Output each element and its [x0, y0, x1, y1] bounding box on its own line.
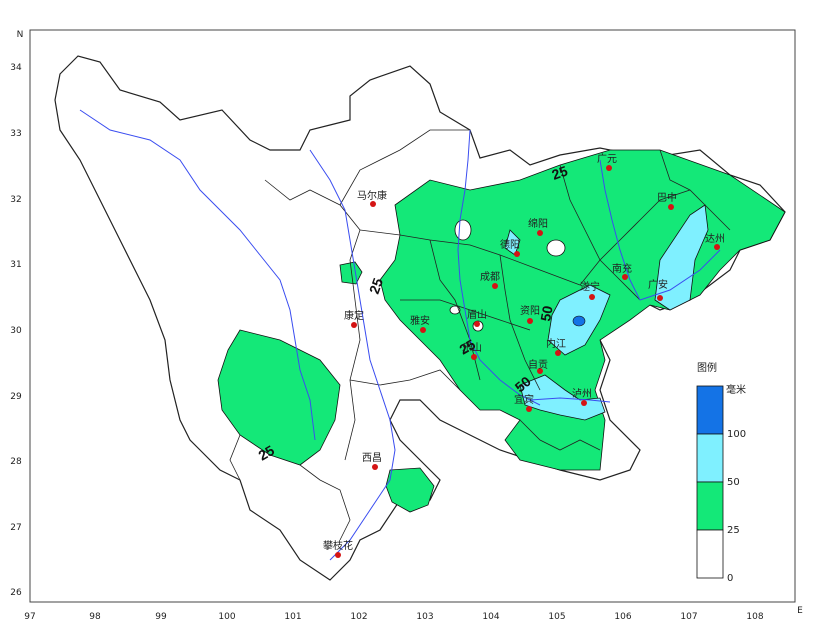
- contour-label-25: 25: [550, 162, 570, 182]
- legend-level: 0: [727, 573, 733, 584]
- city-marker: 成都: [480, 271, 500, 289]
- lat-tick-label: 29: [10, 392, 22, 402]
- legend-level: 25: [727, 525, 740, 536]
- legend-swatch-0: [696, 529, 724, 579]
- legend-swatch-25: [696, 481, 724, 531]
- city-label: 马尔康: [357, 189, 387, 202]
- lon-tick-label: 104: [482, 612, 499, 622]
- lon-tick-label: 97: [24, 612, 35, 622]
- legend-level: 100: [727, 429, 746, 440]
- city-label: 遂宁: [580, 280, 600, 293]
- city-marker: 自贡: [528, 358, 548, 374]
- lat-tick-label: 30: [10, 326, 22, 336]
- lat-tick-label: 33: [10, 129, 21, 139]
- lon-tick-label: 106: [614, 612, 631, 622]
- contour-label-25: 25: [366, 276, 386, 296]
- cities: 马尔康 康定 西昌 攀枝花 德阳 绵阳 成都 雅安 眉山 资阳 遂宁 南充 广安…: [323, 153, 725, 558]
- city-label: 广元: [597, 153, 617, 165]
- city-marker: 达州: [705, 233, 725, 250]
- city-label: 达州: [705, 233, 725, 245]
- city-marker: 绵阳: [528, 217, 548, 236]
- city-marker: 眉山: [467, 309, 487, 327]
- city-label: 西昌: [362, 452, 382, 464]
- contour-label-50: 50: [537, 304, 555, 322]
- city-marker: 遂宁: [580, 280, 600, 300]
- city-marker: 广元: [597, 153, 617, 171]
- city-marker: 巴中: [657, 191, 677, 210]
- contour-label-25: 25: [256, 442, 278, 464]
- north-label: N: [17, 30, 24, 40]
- city-label: 内江: [546, 337, 566, 350]
- rivers: [79, 109, 721, 561]
- lon-tick-label: 101: [284, 612, 301, 622]
- city-label: 巴中: [657, 191, 677, 204]
- city-label: 乐山: [462, 342, 482, 354]
- prefecture-borders: [229, 129, 731, 541]
- city-label: 资阳: [520, 305, 540, 317]
- lon-tick-label: 103: [416, 612, 433, 622]
- lon-tick-label: 99: [155, 612, 167, 622]
- lon-tick-label: 98: [89, 612, 101, 622]
- city-marker: 德阳: [500, 238, 520, 257]
- city-marker: 雅安: [410, 314, 430, 333]
- contour-label-25: 25: [457, 336, 479, 358]
- city-marker: 资阳: [520, 305, 540, 324]
- city-marker: 西昌: [362, 452, 382, 470]
- legend-title: 图例: [697, 361, 717, 374]
- legend-unit: 毫米: [726, 383, 746, 396]
- city-marker: 内江: [546, 337, 566, 356]
- y-axis-ticks: N 34 33 32 31 30 29 28 27 26: [10, 30, 23, 598]
- city-label: 绵阳: [528, 217, 548, 230]
- city-label: 南充: [612, 262, 632, 275]
- city-label: 自贡: [528, 358, 548, 371]
- rain-zone-100: [572, 315, 586, 327]
- lon-tick-label: 100: [218, 612, 235, 622]
- lat-tick-label: 26: [10, 588, 22, 598]
- lon-tick-label: 107: [680, 612, 697, 622]
- legend-swatch-50: [696, 433, 724, 483]
- legend-level: 50: [727, 477, 740, 488]
- lon-tick-label: 102: [350, 612, 367, 622]
- lat-tick-label: 27: [10, 523, 21, 533]
- lat-tick-label: 28: [10, 457, 22, 467]
- lat-tick-label: 34: [10, 63, 22, 73]
- lon-tick-label: 108: [746, 612, 763, 622]
- lat-tick-label: 32: [10, 195, 21, 205]
- city-label: 成都: [480, 271, 500, 283]
- city-marker: 南充: [612, 262, 632, 280]
- city-label: 宜宾: [514, 393, 534, 406]
- city-marker: 攀枝花: [323, 539, 353, 558]
- city-label: 康定: [344, 309, 364, 322]
- city-marker: 广安: [648, 278, 668, 301]
- legend-swatch-100: [696, 385, 724, 435]
- city-marker: 泸州: [572, 388, 592, 406]
- map-frame: [29, 29, 796, 603]
- east-label: E: [797, 606, 803, 616]
- city-marker: 乐山: [462, 342, 482, 360]
- city-label: 眉山: [467, 309, 487, 321]
- x-axis-ticks: 97 98 99 100 101 102 103 104 105 106 107…: [24, 606, 803, 622]
- city-marker: 马尔康: [357, 189, 387, 207]
- city-label: 泸州: [572, 388, 592, 400]
- city-marker: 宜宾: [514, 393, 534, 412]
- city-label: 广安: [648, 278, 668, 291]
- lat-tick-label: 31: [10, 260, 21, 270]
- city-label: 雅安: [410, 314, 430, 327]
- legend: 图例 毫米 100 50 25 0: [696, 361, 746, 584]
- city-label: 德阳: [500, 238, 520, 251]
- lon-tick-label: 105: [548, 612, 565, 622]
- city-marker: 康定: [344, 309, 364, 328]
- city-label: 攀枝花: [323, 539, 353, 552]
